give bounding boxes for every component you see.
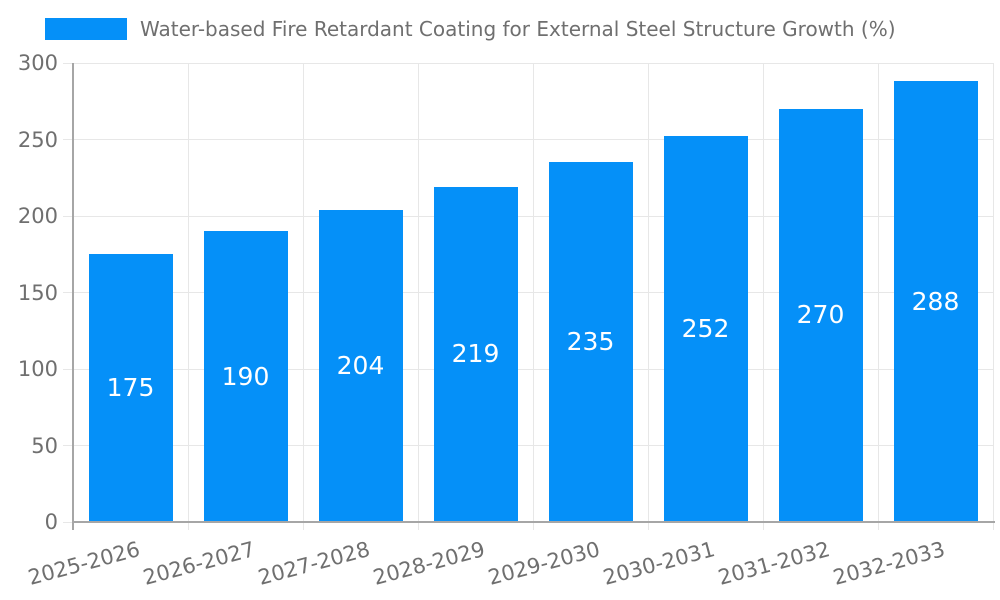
legend-swatch — [45, 18, 127, 40]
bar — [548, 162, 633, 522]
bar — [433, 186, 518, 522]
x-tick-label: 2028-2029 — [370, 537, 488, 590]
x-tick-label: 2030-2031 — [600, 537, 718, 590]
y-gridline — [63, 368, 993, 370]
y-axis-line — [72, 63, 74, 530]
x-tick-label: 2026-2027 — [140, 537, 258, 590]
x-gridline — [647, 63, 649, 530]
legend-item[interactable]: Water-based Fire Retardant Coating for E… — [45, 18, 896, 40]
x-gridline — [302, 63, 304, 530]
x-gridline — [877, 63, 879, 530]
x-gridline — [417, 63, 419, 530]
bar-value-label: 204 — [336, 350, 385, 380]
x-gridline — [187, 63, 189, 530]
y-tick-label: 300 — [17, 51, 58, 75]
legend-label: Water-based Fire Retardant Coating for E… — [140, 17, 896, 41]
bar — [778, 108, 863, 522]
y-gridline — [63, 445, 993, 446]
bar-value-label: 175 — [106, 373, 155, 403]
bar-value-label: 270 — [796, 300, 845, 330]
bar-value-label: 288 — [911, 286, 960, 316]
bar-value-label: 219 — [451, 339, 500, 369]
bar — [893, 81, 978, 522]
bar — [663, 136, 748, 522]
x-tick-label: 2032-2033 — [830, 537, 948, 590]
bar — [203, 231, 288, 522]
x-tick-label: 2027-2028 — [255, 537, 373, 590]
y-gridline — [63, 139, 993, 140]
x-tick-label: 2031-2032 — [715, 537, 833, 590]
bar — [318, 209, 403, 522]
x-gridline — [532, 63, 534, 530]
x-axis-line — [72, 521, 995, 523]
y-gridline — [63, 62, 993, 64]
bar — [88, 254, 173, 522]
y-gridline — [63, 215, 993, 217]
x-tick-label: 2025-2026 — [25, 537, 143, 590]
y-tick-label: 0 — [44, 510, 58, 534]
x-tick-label: 2029-2030 — [485, 537, 603, 590]
bar-value-label: 235 — [566, 327, 615, 357]
bar-value-label: 252 — [681, 314, 730, 344]
y-gridline — [63, 292, 993, 293]
x-gridline — [992, 63, 994, 530]
y-tick-label: 150 — [17, 280, 58, 305]
y-tick-label: 100 — [17, 357, 58, 381]
y-tick-label: 50 — [31, 433, 58, 458]
x-gridline — [762, 63, 764, 530]
y-tick-label: 200 — [17, 204, 58, 228]
y-tick-label: 250 — [17, 127, 58, 152]
bar-value-label: 190 — [221, 361, 270, 391]
